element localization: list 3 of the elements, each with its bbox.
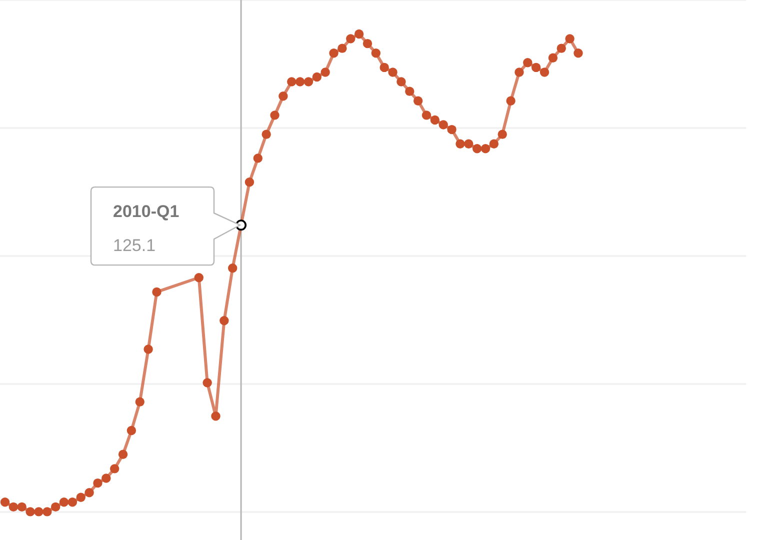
tooltip: 2010-Q1 125.1	[90, 186, 241, 266]
annotation: 2010-Q1	[113, 202, 180, 222]
annotation: 125.1	[113, 236, 156, 256]
